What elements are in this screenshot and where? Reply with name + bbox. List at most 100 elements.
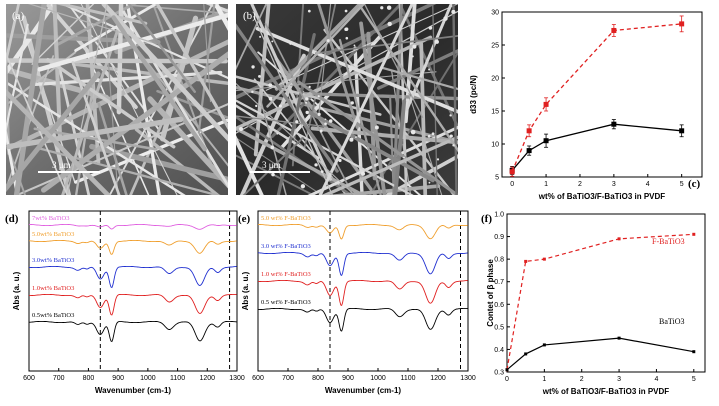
spectrum-label-0: 7wt% BaTiO3 [32, 215, 70, 222]
fiber [37, 12, 228, 72]
fiber [6, 71, 101, 193]
fiber [264, 22, 354, 195]
particle [276, 132, 279, 135]
particle [270, 145, 275, 150]
fiber [155, 4, 228, 131]
fiber [315, 35, 458, 55]
spectrum-line-4 [28, 320, 237, 343]
fiber [134, 127, 221, 195]
fiber [236, 71, 437, 92]
data-point [692, 350, 696, 354]
x-tick-label: 4 [646, 181, 650, 188]
x-tick-label: 5 [680, 181, 684, 188]
fiber [6, 15, 11, 155]
particle [350, 101, 354, 105]
particle [344, 9, 348, 13]
x-tick-label: 1200 [430, 375, 446, 382]
plot-frame [257, 210, 469, 372]
fiber [13, 4, 47, 195]
fiber [369, 50, 458, 195]
particle [410, 129, 416, 135]
particle [326, 39, 330, 43]
chart-f-beta-phase: 0 1 2 3 4 5 0.3 0.4 0.5 0.6 0.7 0.8 0.9 1.0 wt% of BaT… [486, 212, 706, 396]
particle [324, 118, 327, 121]
fiber [358, 4, 458, 153]
particle [305, 97, 309, 101]
fiber [6, 138, 27, 195]
spectrum-line-1 [258, 251, 468, 277]
particle [278, 104, 282, 108]
particle [374, 125, 379, 130]
fiber [393, 99, 407, 195]
particle [403, 156, 405, 159]
plot-frame [501, 11, 703, 178]
x-axis-label: Wavenumber (cm-1) [325, 386, 402, 395]
x-tick-label: 1300 [229, 375, 245, 382]
particle [328, 119, 333, 123]
particle [338, 158, 342, 163]
fiber [74, 4, 159, 52]
x-tick-label: 800 [312, 375, 324, 382]
y-axis-label: Abs (a. u.) [12, 271, 21, 310]
particle [300, 184, 306, 189]
y-tick-label: 15 [491, 109, 499, 116]
x-tick-label: 700 [53, 375, 65, 382]
particle [353, 44, 356, 47]
fiber [236, 154, 315, 195]
particle [449, 134, 453, 138]
fiber [307, 110, 435, 183]
data-point [526, 148, 532, 154]
x-tick-label: 1 [542, 376, 546, 383]
fiber [236, 85, 458, 144]
x-axis-label: Wavenumber (cm-1) [95, 386, 172, 395]
panel-label-c: (c) [688, 178, 701, 190]
x-tick-label: 900 [112, 375, 124, 382]
fiber [307, 125, 458, 195]
data-point [679, 128, 685, 134]
y-axis-label: d33 (pc/N) [469, 75, 478, 114]
sem-image-a: (a) 3 μm [6, 4, 228, 195]
particle [320, 170, 324, 174]
x-tick-label: 800 [83, 375, 95, 382]
spectrum-line-0 [258, 223, 468, 240]
fiber [6, 23, 29, 134]
data-point [543, 101, 549, 107]
particle [345, 36, 349, 40]
x-tick-label: 2 [578, 181, 582, 188]
fiber [33, 127, 158, 151]
x-axis-label: wt% of BaTiO3/F-BaTiO3 in PVDF [542, 387, 670, 396]
chart-c-d33: 0 1 2 3 4 5 5 10 15 20 25 30 wt% of BaTiO3/F-BaTiO3 … [469, 10, 703, 201]
spectrum-line-3 [29, 293, 237, 316]
particle [258, 74, 261, 78]
y-tick-label: 1.0 [494, 212, 504, 219]
particle [452, 144, 455, 147]
spectrum-line-0 [29, 223, 237, 230]
fiber [6, 4, 20, 67]
series-line-1 [506, 337, 694, 371]
x-tick-label: 1300 [460, 375, 476, 382]
particle [443, 16, 448, 21]
fiber [317, 4, 359, 129]
fiber [40, 51, 228, 193]
fiber [236, 4, 437, 100]
y-tick-label: 0.3 [494, 370, 504, 377]
fiber [46, 57, 176, 149]
panel-label-d: (d) [5, 213, 19, 225]
x-tick-label: 0 [505, 376, 509, 383]
particle [268, 96, 273, 101]
particle [308, 85, 311, 88]
x-tick-label: 1100 [400, 375, 415, 382]
fiber [389, 94, 395, 195]
particle [271, 172, 275, 177]
scale-bar-label-b: 3 μm [262, 160, 281, 170]
spectrum-label-2: 3.0wt% BaTiO3 [32, 257, 74, 264]
fiber [236, 137, 323, 195]
particle [344, 27, 349, 31]
particle [361, 171, 366, 176]
x-tick-label: 1000 [140, 375, 156, 382]
x-tick-label: 5 [692, 376, 696, 383]
data-point [509, 169, 515, 175]
data-point [542, 257, 546, 261]
data-point [542, 343, 546, 347]
particle [259, 35, 262, 38]
